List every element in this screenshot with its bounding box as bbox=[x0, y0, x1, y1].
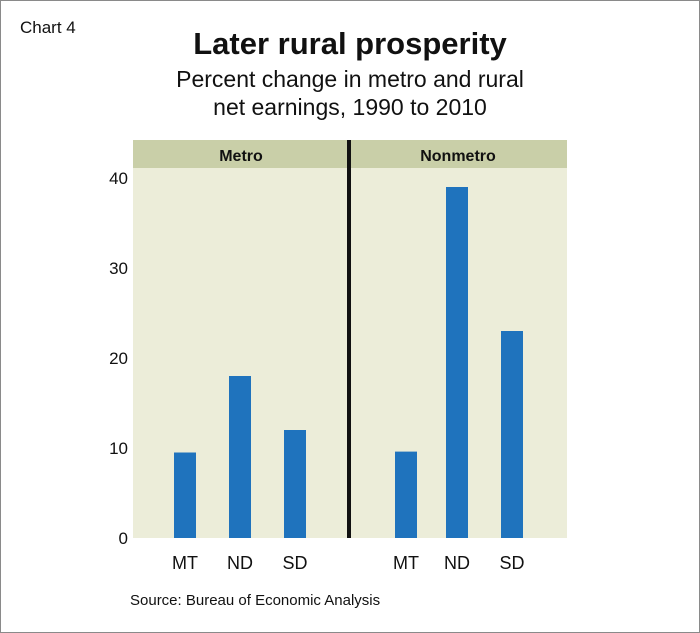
y-tick-label: 0 bbox=[119, 529, 128, 548]
x-category-label: MT bbox=[393, 553, 419, 573]
chart-subtitle-line-2: net earnings, 1990 to 2010 bbox=[213, 94, 487, 120]
y-tick-label: 30 bbox=[109, 259, 128, 278]
panel-label-nonmetro: Nonmetro bbox=[420, 148, 496, 165]
bar-metro-nd bbox=[229, 376, 251, 538]
bar-metro-sd bbox=[284, 430, 306, 538]
bar-nonmetro-sd bbox=[501, 331, 523, 538]
chart-subtitle-line-1: Percent change in metro and rural bbox=[176, 66, 524, 92]
bar-metro-mt bbox=[174, 452, 196, 538]
y-tick-label: 40 bbox=[109, 169, 128, 188]
x-category-label: SD bbox=[282, 553, 307, 573]
x-category-label: ND bbox=[444, 553, 470, 573]
source-note: Source: Bureau of Economic Analysis bbox=[130, 592, 381, 609]
bar-nonmetro-mt bbox=[395, 451, 417, 538]
x-category-label: SD bbox=[499, 553, 524, 573]
bar-nonmetro-nd bbox=[446, 187, 468, 538]
y-tick-label: 20 bbox=[109, 349, 128, 368]
x-category-label: ND bbox=[227, 553, 253, 573]
panel-label-metro: Metro bbox=[219, 148, 263, 165]
chart-title: Later rural prosperity bbox=[193, 26, 507, 61]
y-tick-label: 10 bbox=[109, 439, 128, 458]
x-category-label: MT bbox=[172, 553, 198, 573]
chart-number-label: Chart 4 bbox=[20, 18, 76, 37]
